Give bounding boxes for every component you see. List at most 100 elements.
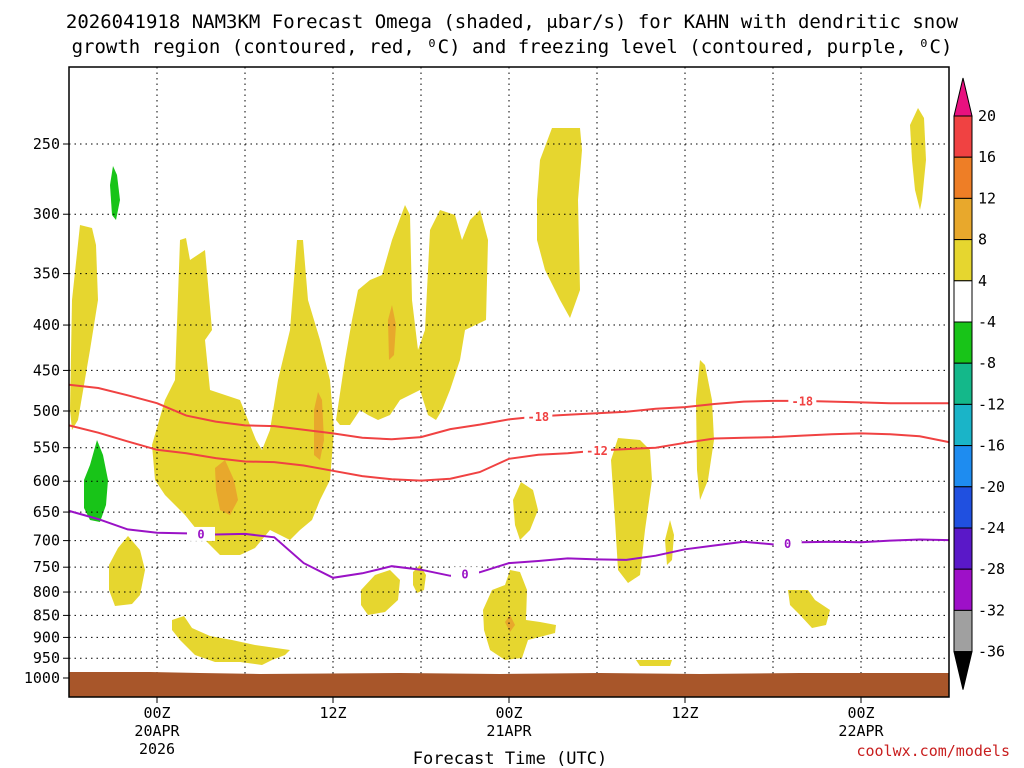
- x-tick-label: 22APR: [838, 722, 884, 740]
- omega-area-upward-3: [336, 205, 488, 425]
- x-tick-label: 21APR: [486, 722, 532, 740]
- y-tick-label: 450: [33, 361, 60, 379]
- y-tick-label: 550: [33, 439, 60, 457]
- colorbar-tick-label: 12: [978, 189, 996, 207]
- contour-label: 0: [784, 537, 791, 551]
- y-tick-label: 600: [33, 472, 60, 490]
- omega-area-upward-15: [788, 590, 830, 628]
- colorbar-top-arrow: [953, 77, 973, 117]
- omega-area-upward-5: [910, 108, 926, 210]
- omega-area-upward-6: [696, 360, 714, 500]
- contour-label-bg: [788, 393, 817, 408]
- omega-area-upward-4: [537, 128, 582, 318]
- contour-label: 0: [461, 568, 468, 582]
- plot-area: -12 -18 -18 0 0 0: [68, 66, 950, 698]
- y-tick-label: 950: [33, 649, 60, 667]
- colorbar-tick-label: -4: [978, 313, 996, 331]
- y-tick-label: 850: [33, 606, 60, 624]
- colorbar-swatch: [953, 568, 973, 611]
- y-tick-label: 250: [33, 135, 60, 153]
- omega-shading: [70, 108, 926, 666]
- colorbar-tick-label: -32: [978, 601, 1005, 619]
- contour-label: -12: [586, 444, 608, 458]
- colorbar-tick-label: -16: [978, 437, 1005, 455]
- colorbar-swatch: [953, 197, 973, 241]
- site-credit: coolwx.com/models: [856, 742, 1010, 760]
- y-tick-label: 300: [33, 205, 60, 223]
- y-tick-label: 350: [33, 265, 60, 283]
- colorbar-tick-label: -36: [978, 643, 1005, 661]
- omega-area-downward-1: [110, 166, 120, 220]
- chart-title-line2: growth region (contoured, red, ⁰C) and f…: [72, 36, 953, 58]
- colorbar-swatch: [953, 239, 973, 282]
- omega-area-upward-7: [611, 438, 652, 583]
- omega-core-1: [215, 460, 238, 515]
- colorbar-tick-label: -12: [978, 395, 1005, 413]
- colorbar-swatch: [953, 486, 973, 529]
- contour-label: 0: [197, 527, 204, 541]
- colorbar-swatch: [953, 403, 973, 447]
- contour-label: -18: [791, 394, 813, 408]
- colorbar-tick-label: 4: [978, 272, 987, 290]
- omega-area-upward-11: [361, 570, 400, 615]
- x-tick-label: 00Z: [847, 704, 874, 722]
- y-axis: 1000 950 900 850 800 750 700 650 600 550 500 450 400…: [24, 135, 69, 687]
- contour-label-bg: [524, 409, 553, 424]
- omega-area-upward-9: [513, 482, 538, 540]
- chart-title-line1: 2026041918 NAM3KM Forecast Omega (shaded…: [66, 11, 959, 33]
- y-tick-label: 400: [33, 316, 60, 334]
- contour-label-bg: [583, 443, 611, 458]
- x-tick-label: 00Z: [143, 704, 170, 722]
- colorbar-swatch: [953, 156, 973, 199]
- y-tick-label: 650: [33, 503, 60, 521]
- contour-dgz-warm: [68, 424, 950, 482]
- contour-label-bg: [187, 526, 215, 541]
- contour-freezing-level: [68, 509, 950, 579]
- colorbar-tick-label: 20: [978, 107, 996, 125]
- colorbar-swatch: [953, 115, 973, 158]
- colorbar-swatch: [953, 362, 973, 405]
- y-tick-label: 500: [33, 402, 60, 420]
- y-tick-label: 1000: [24, 669, 60, 687]
- y-tick-label: 800: [33, 583, 60, 601]
- colorbar-swatch: [953, 609, 973, 653]
- colorbar: 20 16 12 8 4 -4 -8 -12 -16 -20 -24 -28 -32 -36: [953, 77, 1005, 690]
- omega-area-upward-10: [483, 570, 556, 660]
- ground-surface: [69, 672, 949, 697]
- colorbar-swatch: [953, 280, 973, 323]
- colorbar-tick-label: -28: [978, 560, 1005, 578]
- x-tick-label: 00Z: [495, 704, 522, 722]
- colorbar-tick-label: 16: [978, 148, 996, 166]
- omega-area-downward-2: [84, 440, 108, 522]
- x-axis-label: Forecast Time (UTC): [413, 749, 607, 768]
- x-tick-label: 12Z: [671, 704, 698, 722]
- omega-area-upward-14: [172, 616, 290, 665]
- omega-area-upward-12: [413, 565, 426, 593]
- contour-label-bg: [773, 536, 802, 551]
- colorbar-tick-label: 8: [978, 231, 987, 249]
- contour-label: -18: [527, 410, 549, 424]
- colorbar-tick-label: -8: [978, 354, 996, 372]
- y-tick-label: 750: [33, 558, 60, 576]
- colorbar-bottom-arrow: [953, 651, 973, 690]
- omega-core-2: [314, 392, 324, 460]
- colorbar-tick-label: -24: [978, 519, 1005, 537]
- colorbar-swatch: [953, 445, 973, 488]
- omega-area-upward-13: [109, 536, 145, 606]
- omega-area-upward-16: [636, 660, 672, 666]
- x-tick-label: 2026: [139, 740, 175, 758]
- temperature-contours: -12 -18 -18 0 0 0: [68, 383, 950, 582]
- colorbar-swatch: [953, 527, 973, 570]
- omega-core-3: [388, 305, 396, 360]
- omega-area-upward-2: [152, 238, 334, 555]
- contour-label-bg: [451, 567, 479, 582]
- omega-area-upward-1: [70, 225, 98, 430]
- x-tick-label: 12Z: [319, 704, 346, 722]
- omega-core-4: [505, 615, 515, 632]
- colorbar-tick-label: -20: [978, 478, 1005, 496]
- y-tick-label: 900: [33, 628, 60, 646]
- x-tick-label: 20APR: [134, 722, 180, 740]
- y-tick-label: 700: [33, 532, 60, 550]
